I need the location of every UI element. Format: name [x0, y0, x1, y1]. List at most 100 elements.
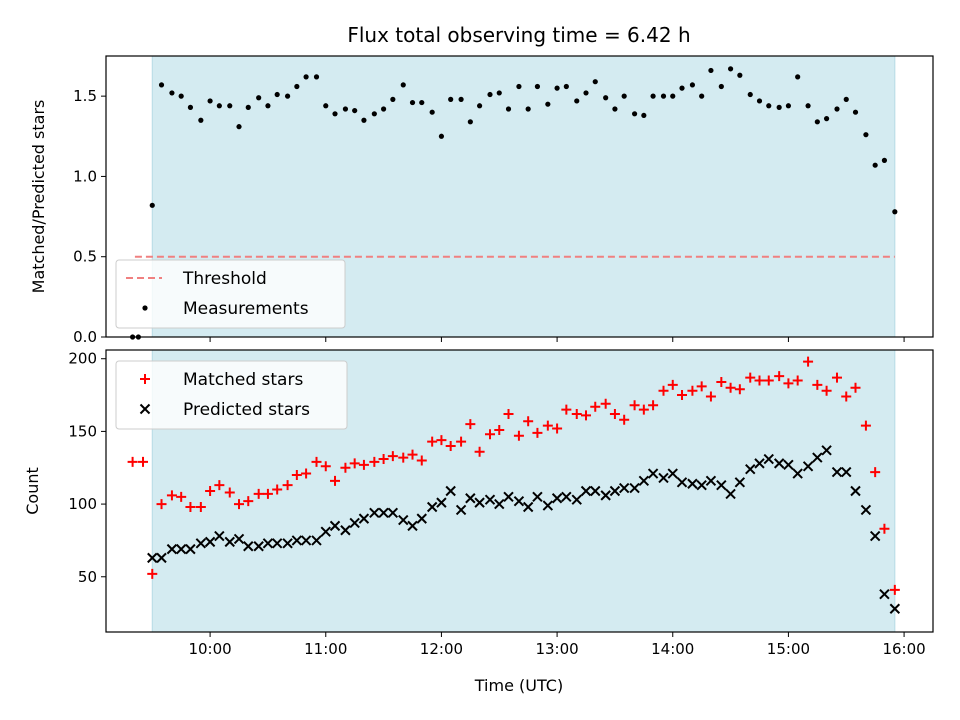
predicted-star-point — [812, 452, 823, 463]
predicted-star-point — [291, 535, 303, 546]
matched-star-point — [407, 449, 418, 460]
predicted-star-point — [754, 458, 765, 469]
x-tick-label: 12:00 — [420, 640, 463, 658]
matched-star-point — [138, 456, 149, 467]
measurement-point — [236, 124, 242, 130]
measurement-point — [881, 157, 888, 163]
predicted-star-point — [436, 497, 447, 508]
measurement-point — [227, 103, 233, 109]
matched-star-point — [783, 378, 794, 389]
measurement-point — [169, 90, 175, 96]
measurement-point — [487, 91, 493, 98]
legend-entry-label: Matched stars — [183, 370, 303, 390]
measurement-point — [505, 106, 512, 112]
predicted-star-point — [311, 535, 322, 546]
predicted-star-point — [879, 588, 890, 600]
legend-entry-label: Measurements — [183, 299, 309, 319]
matched-star-point — [774, 371, 785, 382]
bottom-panel-star-counts: 10:00 11:00 12:00 13:00 14:00 15:00 16:00 50 100… — [23, 349, 934, 658]
legend-entry-label: Threshold — [182, 269, 267, 289]
matched-star-point — [571, 408, 582, 419]
predicted-star-point — [831, 466, 843, 478]
predicted-star-point — [300, 535, 312, 546]
predicted-star-point — [841, 466, 852, 478]
matched-star-point — [860, 420, 871, 431]
measurement-point — [631, 111, 638, 117]
measurement-point — [834, 106, 840, 112]
matched-star-point — [889, 584, 900, 595]
measurement-point — [274, 91, 280, 98]
matched-star-point — [474, 446, 485, 457]
predicted-star-point — [792, 468, 803, 479]
matched-star-point — [176, 491, 187, 502]
measurement-point — [689, 82, 696, 88]
matched-star-point — [812, 379, 823, 390]
predicted-star-point — [609, 485, 621, 497]
measurement-point — [265, 103, 271, 109]
predicted-star-point — [407, 520, 418, 532]
matched-star-point — [311, 456, 322, 467]
measurement-point — [216, 103, 222, 109]
predicted-star-point — [175, 543, 187, 555]
measurement-point — [178, 93, 184, 99]
matched-star-point — [619, 414, 630, 425]
predicted-star-point — [647, 468, 659, 479]
predicted-star-point — [378, 507, 389, 519]
measurement-point — [313, 74, 320, 80]
x-tick-label: 14:00 — [651, 640, 694, 658]
predicted-star-point — [166, 543, 178, 555]
matched-star-point — [378, 454, 389, 465]
measurement-point — [438, 133, 445, 139]
measurement-point — [390, 96, 396, 102]
measurement-point — [198, 117, 204, 123]
measurement-point — [158, 82, 165, 88]
matched-star-point — [195, 501, 206, 512]
measurement-point — [641, 112, 647, 119]
measurement-point — [612, 106, 618, 112]
measurement-point — [400, 82, 406, 88]
predicted-star-point — [542, 500, 554, 511]
matched-star-point — [658, 385, 669, 396]
y-tick-label: 200 — [68, 350, 97, 368]
matched-star-point — [369, 456, 380, 467]
predicted-star-point — [398, 514, 409, 526]
matched-star-point — [745, 372, 756, 383]
matched-star-point — [552, 423, 563, 434]
matched-star-point — [485, 429, 496, 440]
predicted-star-point — [590, 485, 601, 497]
measurement-point — [361, 117, 367, 123]
legend-entry-label: Predicted stars — [183, 400, 310, 420]
predicted-star-point — [551, 493, 563, 504]
predicted-star-point — [416, 513, 427, 524]
measurement-point — [352, 107, 358, 114]
predicted-star-point — [869, 530, 881, 542]
measurement-point — [563, 83, 569, 90]
top-panel-matched-predicted-ratio: 0.0 0.5 1.0 1.5 Matched/Predicted stars Thres… — [29, 55, 934, 346]
predicted-star-point — [658, 472, 669, 484]
matched-star-point — [398, 452, 409, 463]
predicted-star-point — [426, 501, 438, 513]
predicted-star-point — [282, 538, 293, 549]
predicted-star-point — [745, 463, 756, 475]
matched-star-point — [532, 427, 543, 438]
measurement-point — [679, 85, 685, 91]
matched-star-point — [494, 424, 505, 435]
matched-star-point — [850, 382, 861, 393]
legend: Threshold Measurements — [115, 259, 346, 329]
predicted-star-point — [696, 479, 707, 491]
measurement-point — [458, 96, 464, 102]
predicted-star-point — [494, 498, 505, 510]
predicted-star-point — [783, 459, 794, 471]
legend-box — [115, 360, 348, 430]
measurement-point — [776, 104, 782, 110]
measurement-point — [207, 98, 213, 104]
measurement-point — [149, 202, 155, 208]
matched-star-point — [638, 404, 649, 415]
matched-star-point — [330, 475, 341, 486]
measurement-point — [187, 104, 194, 110]
measurement-point — [409, 99, 416, 106]
matched-star-point — [561, 404, 572, 415]
matched-star-point — [629, 400, 640, 411]
x-tick-label: 15:00 — [767, 640, 810, 658]
